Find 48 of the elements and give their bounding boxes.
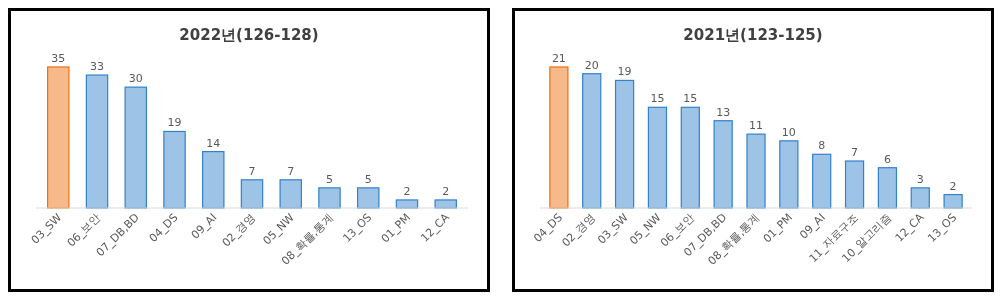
chart-title: 2022년(126-128) (179, 26, 319, 44)
data-label: 6 (883, 152, 891, 166)
bar (124, 86, 148, 209)
data-label: 19 (617, 65, 632, 79)
data-label: 5 (325, 172, 333, 186)
data-label: 11 (749, 119, 763, 133)
bar (779, 140, 799, 209)
bar (844, 160, 865, 209)
bar (680, 106, 700, 209)
data-label: 30 (128, 72, 143, 86)
data-label: 19 (167, 116, 182, 130)
bar (85, 74, 109, 209)
data-label: 21 (551, 52, 566, 65)
data-label: 14 (206, 136, 221, 150)
data-label: 2 (442, 184, 450, 198)
bar (812, 153, 832, 209)
bar (163, 130, 186, 209)
bar (318, 187, 341, 209)
chart-title: 2021년(123-125) (683, 26, 823, 44)
bar (549, 66, 569, 209)
bar (582, 73, 602, 209)
bar (713, 120, 733, 209)
data-label: 8 (818, 139, 826, 153)
bar (877, 167, 898, 209)
bar (943, 193, 963, 209)
bar (647, 106, 668, 209)
bar (746, 133, 766, 209)
data-label: 7 (248, 164, 256, 178)
data-label: 5 (364, 172, 372, 186)
bar (279, 179, 302, 209)
data-label: 35 (51, 52, 66, 65)
data-label: 15 (650, 92, 665, 106)
data-label: 2 (949, 179, 957, 193)
data-label: 7 (287, 164, 295, 178)
bar (202, 151, 225, 209)
bar (910, 187, 930, 209)
data-label: 10 (781, 125, 796, 139)
data-label: 33 (90, 60, 105, 74)
data-label: 7 (851, 146, 859, 159)
bar (356, 187, 380, 209)
bar (614, 79, 635, 209)
bar (240, 179, 264, 209)
data-label: 20 (584, 58, 599, 72)
data-label: 15 (683, 92, 698, 106)
data-label: 2 (403, 184, 411, 198)
data-label: 13 (716, 105, 731, 119)
data-label: 3 (916, 172, 924, 186)
bar (47, 66, 70, 209)
